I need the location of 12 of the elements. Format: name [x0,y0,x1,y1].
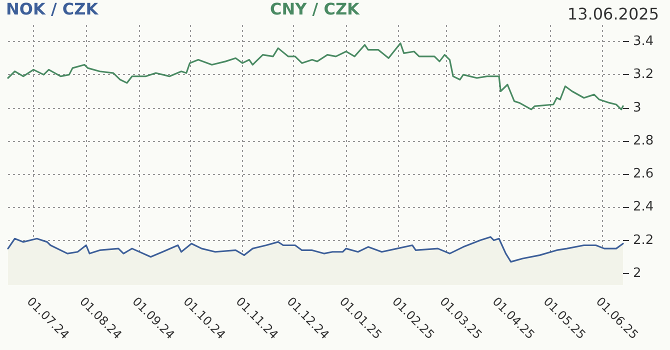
y-tick-label: 2.4 [633,200,654,215]
y-tick-label: 2.8 [633,133,654,148]
y-tick-label: 2 [633,266,642,281]
text: NOK / CZK [6,0,99,18]
y-tick-label: 3.2 [633,67,654,82]
line-series [7,42,624,110]
y-tick-label: 2.2 [633,232,654,248]
y-tick-label: 2.6 [633,166,654,182]
chart-title: 13.06.2025 [567,4,659,24]
y-tick-label: 3.4 [633,34,654,50]
y-tick-label: 3 [633,100,642,116]
series-label: CNY / CZK [270,0,360,18]
